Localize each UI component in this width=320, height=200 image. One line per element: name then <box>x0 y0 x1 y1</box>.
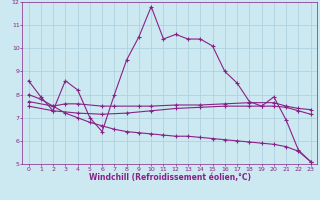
X-axis label: Windchill (Refroidissement éolien,°C): Windchill (Refroidissement éolien,°C) <box>89 173 251 182</box>
